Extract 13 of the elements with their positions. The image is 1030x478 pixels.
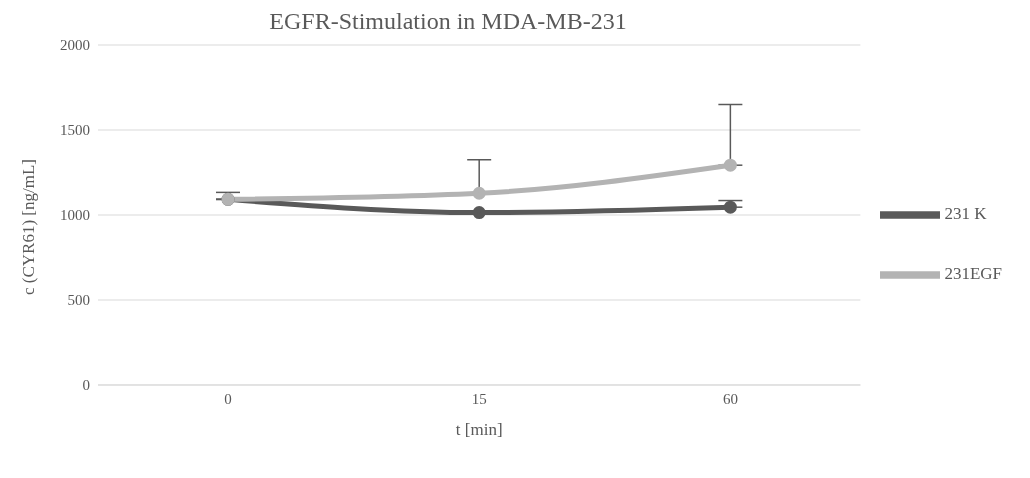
x-axis-title: t [min] (455, 420, 503, 439)
x-tick-label: 15 (471, 390, 487, 407)
y-tick-label: 1500 (60, 122, 90, 139)
y-tick-label: 2000 (60, 37, 90, 54)
legend-label: 231 K (944, 203, 987, 223)
y-tick-label: 1000 (60, 207, 90, 224)
x-tick-label: 60 (722, 390, 738, 407)
y-axis-title: c (CYR61) [ng/mL] (19, 159, 39, 295)
legend-label: 231EGF (944, 263, 1002, 283)
x-tick-label: 0 (224, 390, 232, 407)
chart-title: EGFR-Stimulation in MDA-MB-231 (268, 8, 628, 35)
y-tick-label: 0 (82, 377, 90, 394)
y-tick-label: 500 (67, 292, 90, 309)
